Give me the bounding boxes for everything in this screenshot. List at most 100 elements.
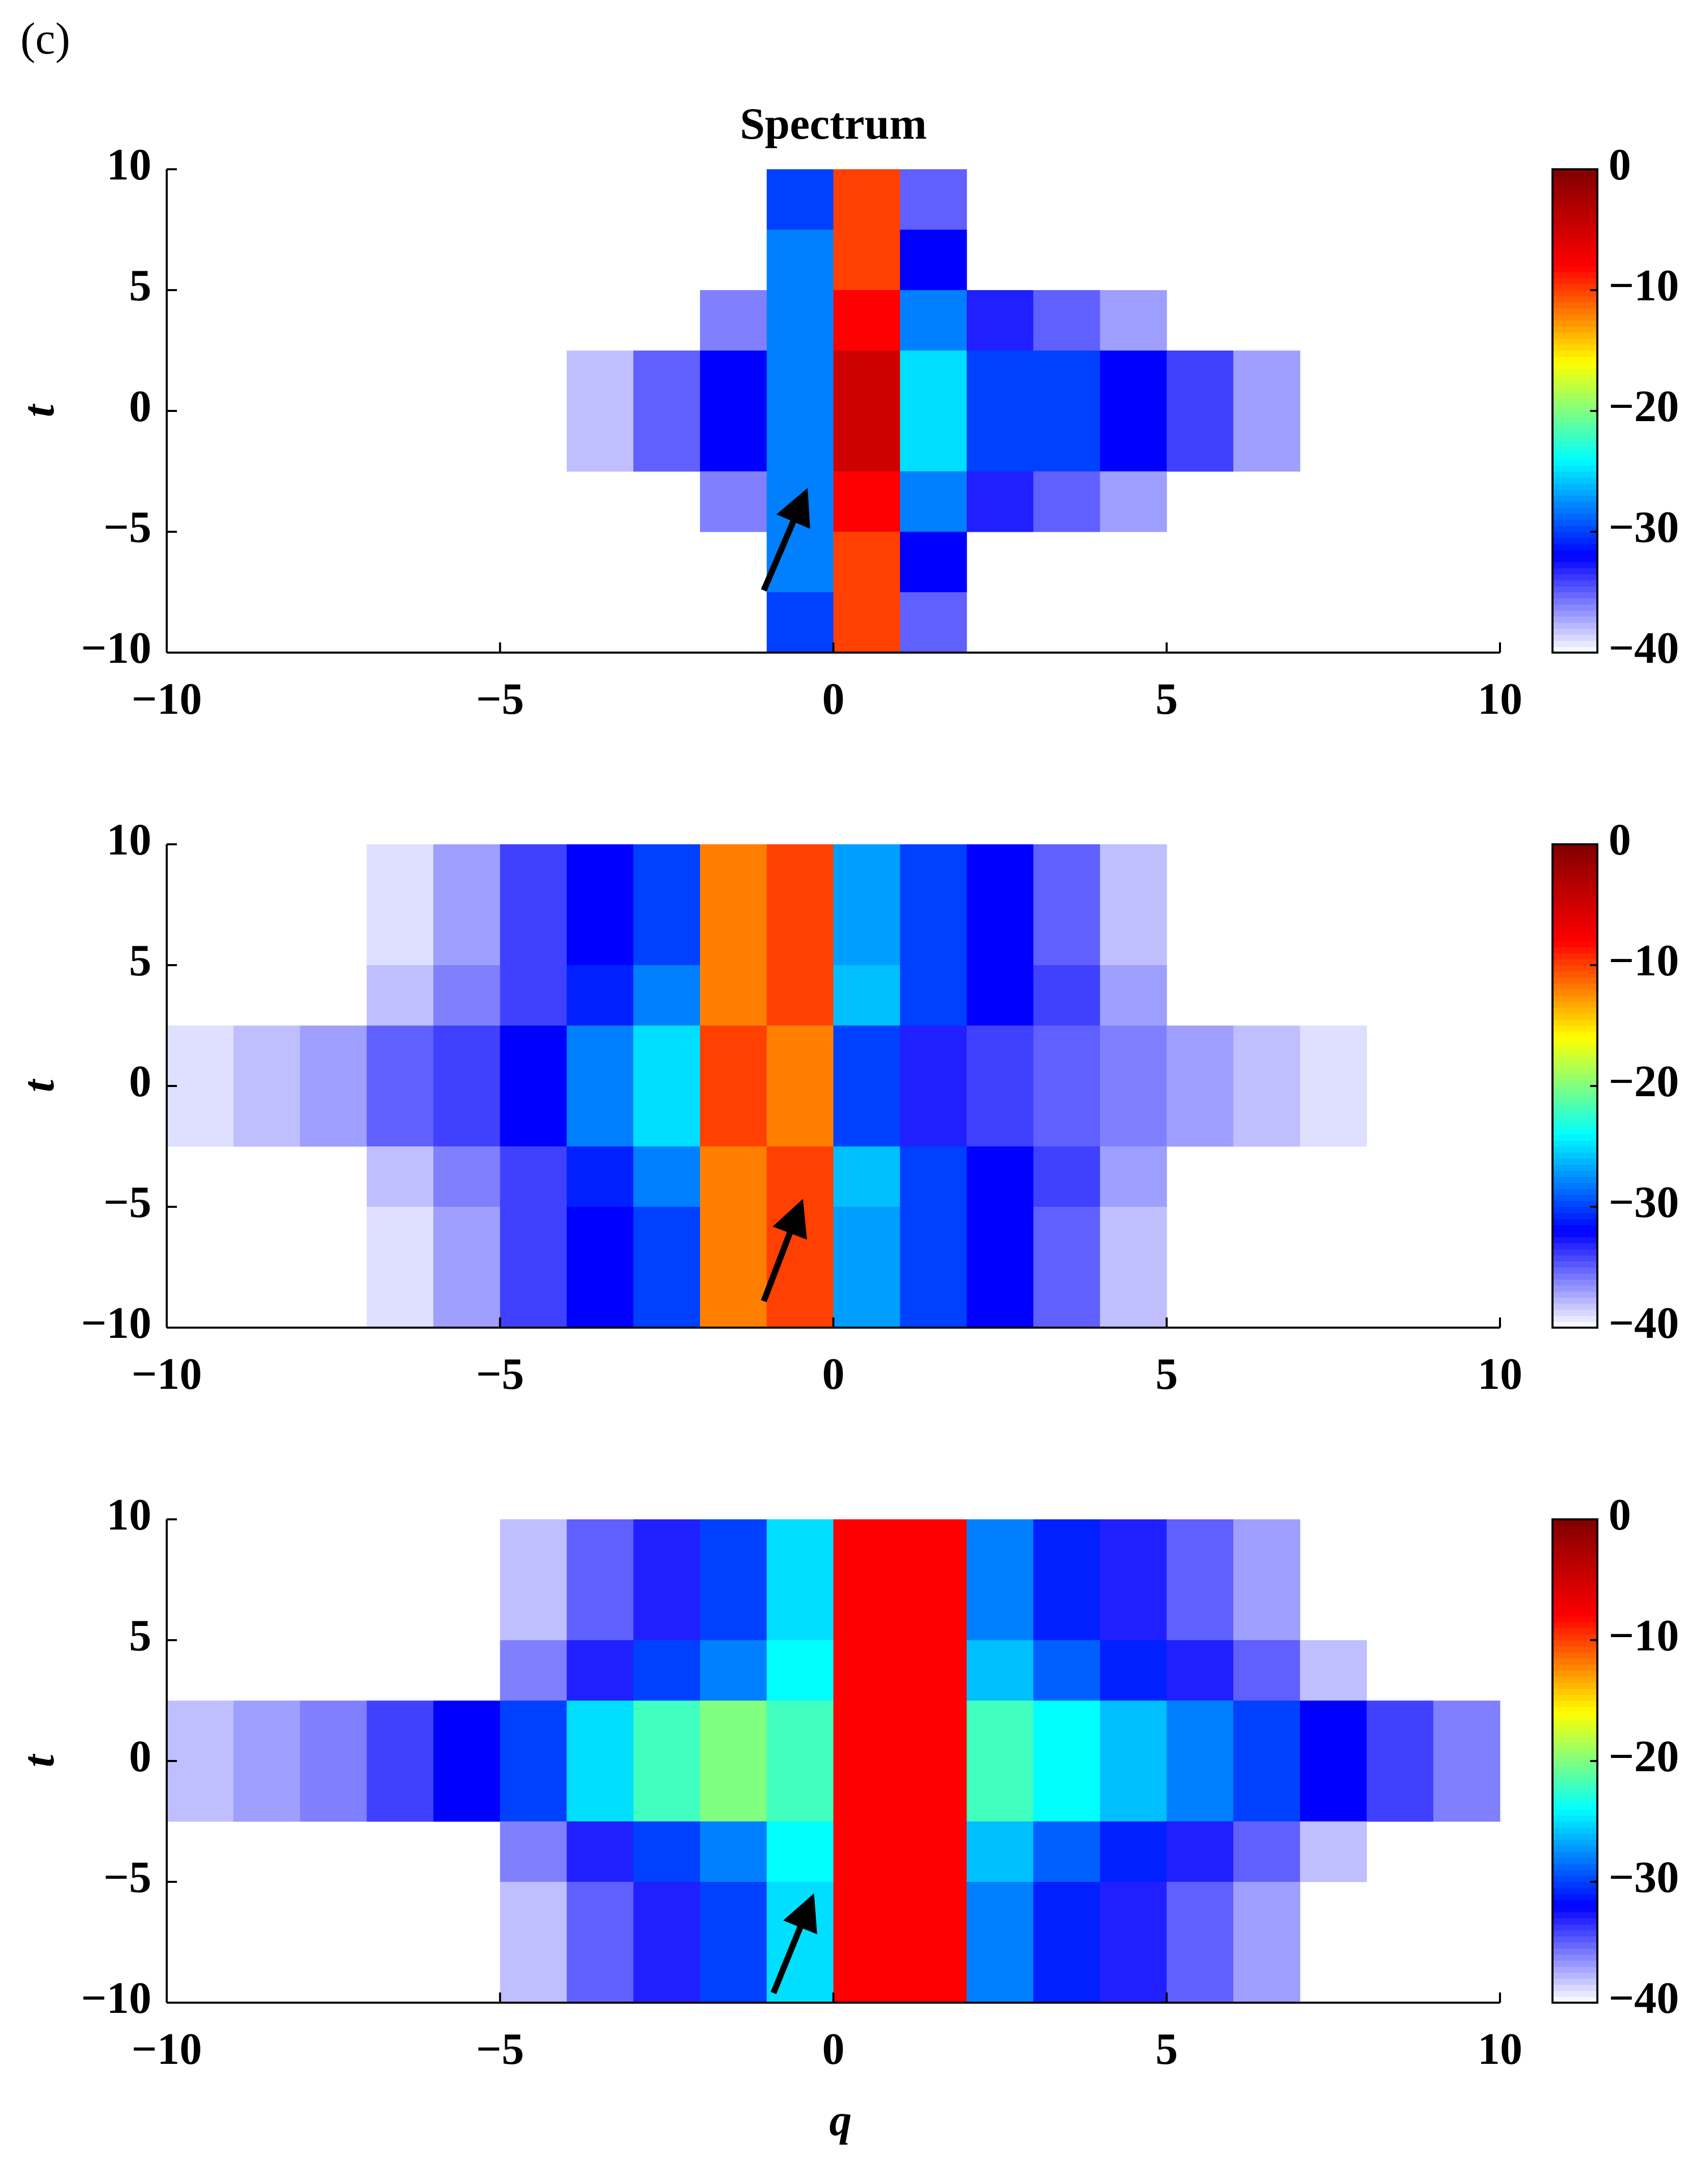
cell bbox=[566, 1942, 634, 2003]
cell bbox=[367, 1700, 434, 1762]
colorbar-step bbox=[1552, 1773, 1597, 1780]
cell bbox=[500, 1580, 567, 1641]
cell bbox=[433, 1207, 501, 1267]
colorbar-step bbox=[1552, 850, 1597, 857]
cell bbox=[1366, 1700, 1434, 1762]
colorbar-step bbox=[1552, 1152, 1597, 1159]
heatmap bbox=[167, 1519, 1500, 2003]
cell bbox=[766, 290, 834, 351]
x-tick-label: −5 bbox=[476, 675, 524, 724]
colorbar-step bbox=[1552, 1543, 1597, 1550]
colorbar-step bbox=[1552, 1845, 1597, 1852]
colorbar-step bbox=[1552, 513, 1597, 520]
cell bbox=[1033, 1942, 1100, 2003]
colorbar-step bbox=[1552, 308, 1597, 315]
colorbar-step bbox=[1552, 435, 1597, 442]
colorbar-step bbox=[1552, 1567, 1597, 1574]
cell bbox=[367, 1761, 434, 1822]
cell bbox=[967, 844, 1034, 905]
cell bbox=[633, 1761, 701, 1822]
colorbar-step bbox=[1552, 417, 1597, 424]
cell bbox=[367, 1025, 434, 1086]
cell bbox=[566, 1580, 634, 1641]
colorbar-step bbox=[1552, 477, 1597, 484]
cell bbox=[500, 1146, 567, 1207]
colorbar-step bbox=[1552, 1049, 1597, 1056]
colorbar-step bbox=[1552, 236, 1597, 242]
cell bbox=[833, 1086, 900, 1147]
colorbar-step bbox=[1552, 1658, 1597, 1665]
cell bbox=[900, 844, 967, 905]
cell bbox=[1167, 1025, 1234, 1086]
cell bbox=[833, 169, 900, 230]
colorbar-step bbox=[1552, 1297, 1597, 1304]
cell bbox=[833, 904, 900, 966]
cell bbox=[1100, 1640, 1167, 1701]
colorbar-tick-label: −30 bbox=[1609, 1853, 1679, 1902]
colorbar-step bbox=[1552, 229, 1597, 236]
colorbar-step bbox=[1552, 1098, 1597, 1105]
cell bbox=[433, 1025, 501, 1086]
colorbar-step bbox=[1552, 223, 1597, 230]
cell bbox=[900, 350, 967, 411]
cell bbox=[1300, 1821, 1367, 1882]
cell bbox=[633, 1025, 701, 1086]
colorbar-step bbox=[1552, 181, 1597, 188]
colorbar-step bbox=[1552, 459, 1597, 466]
cell bbox=[167, 1025, 234, 1086]
colorbar-step bbox=[1552, 1598, 1597, 1604]
colorbar-step bbox=[1552, 1170, 1597, 1177]
cell bbox=[700, 1761, 767, 1822]
cell bbox=[1167, 1942, 1234, 2003]
panel-label: (c) bbox=[20, 14, 70, 64]
cell bbox=[766, 350, 834, 411]
cell bbox=[1100, 844, 1167, 905]
cell bbox=[500, 1267, 567, 1328]
colorbar-step bbox=[1552, 1610, 1597, 1617]
colorbar-step bbox=[1552, 248, 1597, 254]
cell bbox=[500, 1519, 567, 1580]
colorbar-step bbox=[1552, 892, 1597, 899]
cell bbox=[1033, 1207, 1100, 1267]
cell bbox=[500, 1700, 567, 1762]
colorbar-step bbox=[1552, 1212, 1597, 1220]
cell bbox=[1033, 1519, 1100, 1580]
heatmap bbox=[566, 169, 1301, 653]
colorbar-step bbox=[1552, 580, 1597, 587]
colorbar-step bbox=[1552, 1309, 1597, 1316]
cell bbox=[766, 1146, 834, 1207]
colorbar-step bbox=[1552, 1737, 1597, 1743]
cell bbox=[700, 1882, 767, 1943]
cell bbox=[500, 1761, 567, 1822]
x-tick-label: 5 bbox=[1155, 2025, 1178, 2074]
colorbar-step bbox=[1552, 332, 1597, 339]
cell bbox=[833, 290, 900, 351]
colorbar-step bbox=[1552, 1682, 1597, 1689]
colorbar-step bbox=[1552, 1918, 1597, 1925]
colorbar-step bbox=[1552, 1906, 1597, 1912]
cell bbox=[633, 350, 701, 411]
x-tick-label: 0 bbox=[822, 2025, 845, 2074]
cell bbox=[633, 1519, 701, 1580]
colorbar-step bbox=[1552, 507, 1597, 514]
colorbar-tick-label: 0 bbox=[1609, 1490, 1631, 1540]
cell bbox=[900, 1146, 967, 1207]
colorbar-step bbox=[1552, 1870, 1597, 1876]
arrow bbox=[770, 1893, 817, 1995]
colorbar-step bbox=[1552, 1616, 1597, 1622]
cell bbox=[1100, 1821, 1167, 1882]
colorbar-step bbox=[1552, 242, 1597, 248]
colorbar-step bbox=[1552, 393, 1597, 399]
colorbar-step bbox=[1552, 959, 1597, 966]
cell bbox=[566, 1025, 634, 1086]
cell bbox=[566, 965, 634, 1026]
cell bbox=[566, 1761, 634, 1822]
cell bbox=[633, 1942, 701, 2003]
cell bbox=[1167, 1821, 1234, 1882]
cell bbox=[633, 1700, 701, 1762]
cell bbox=[967, 1942, 1034, 2003]
cell bbox=[833, 1146, 900, 1207]
colorbar-step bbox=[1552, 989, 1597, 996]
colorbar-step bbox=[1552, 537, 1597, 545]
cell bbox=[1033, 1821, 1100, 1882]
